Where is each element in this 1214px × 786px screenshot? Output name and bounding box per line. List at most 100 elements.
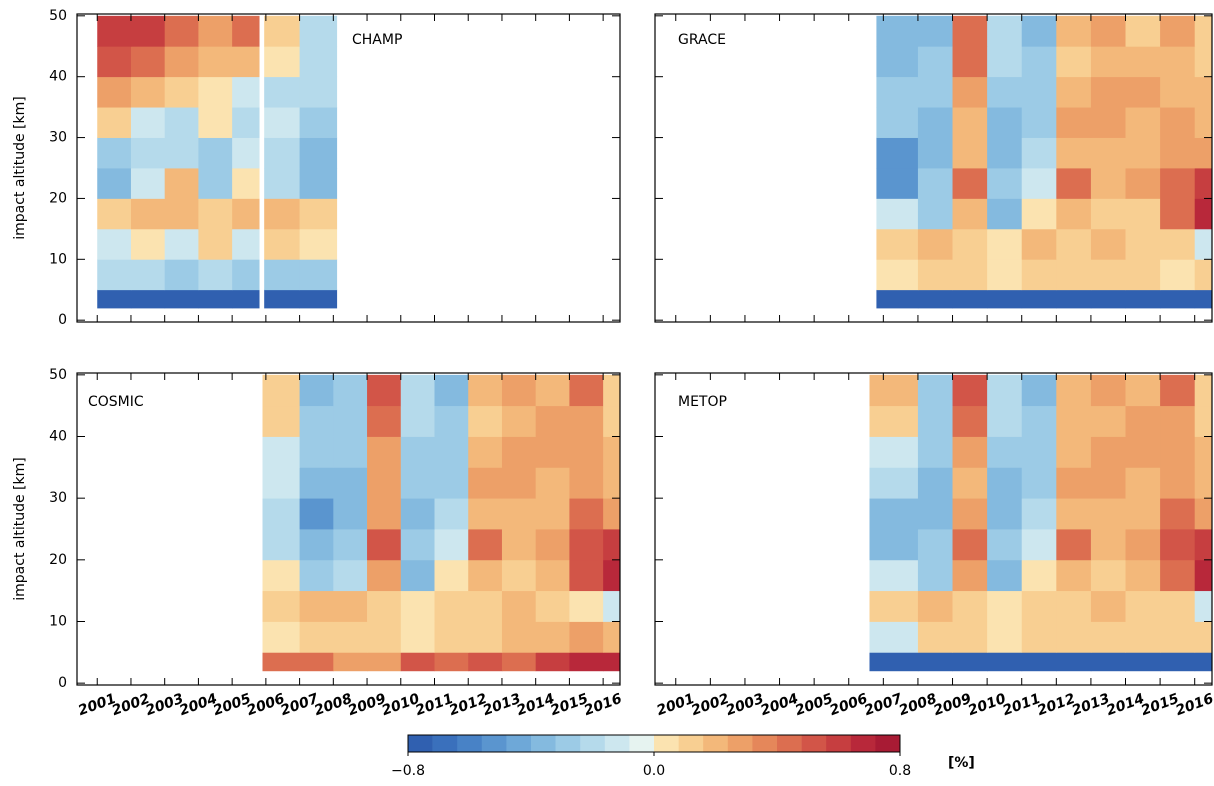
heat-cell [262,652,300,672]
heat-cell [130,198,166,230]
x-tick-label: 2016 [1174,691,1214,719]
heat-cell [952,467,988,499]
heat-cell [1160,259,1196,291]
heat-cell [1056,405,1092,437]
heat-cell [876,198,919,230]
heat-cell [1021,107,1057,138]
heat-cell [1021,168,1057,199]
heat-cell [1194,559,1213,592]
heat-cell [917,652,953,672]
heat-cell [262,374,300,407]
heat-cell [232,228,260,260]
heat-cell [535,498,570,530]
heat-cell [264,259,300,291]
heat-cell [569,621,604,653]
colorbar-swatch [555,735,581,752]
colorbar-swatch [506,735,532,752]
heat-cell [869,590,919,622]
heat-cell [130,259,166,291]
heat-cell [97,137,132,169]
heat-cell [333,621,368,653]
heat-cell [299,590,334,622]
heat-cell [333,436,368,468]
heat-cell [198,228,233,260]
heat-cell [952,529,988,561]
heat-cell [262,559,300,592]
heat-cell [333,405,368,437]
heat-cell [1021,46,1057,78]
heat-cell [952,198,988,230]
heat-cell [869,374,919,407]
heat-cell [869,405,919,437]
heat-cell [299,259,338,291]
heat-cell [262,405,300,437]
heat-cell [262,498,300,530]
heat-cell [299,405,334,437]
heat-cell [299,652,334,672]
heat-cell [1056,289,1092,309]
heat-cell [1090,405,1126,437]
heat-cell [987,289,1023,309]
heat-cell [232,289,260,309]
heat-cell [333,559,368,592]
heat-cell [1090,46,1126,78]
x-tick-label: 2016 [582,691,624,719]
heat-cell [876,259,919,291]
heat-cell [198,76,233,108]
heat-cell [987,498,1023,530]
colorbar-tick-label: 0.8 [889,763,911,779]
heat-cell [917,559,953,592]
heat-cell [501,621,537,653]
heat-cell [198,107,233,138]
heat-cell [952,76,988,108]
heat-cell [164,76,199,108]
heat-cell [1160,289,1196,309]
heat-cell [1090,652,1126,672]
heat-cell [1125,46,1161,78]
heat-cell [603,374,621,407]
heat-cell [1021,259,1057,291]
heat-cell [299,467,334,499]
heat-cell [917,621,953,653]
colorbar-swatch [875,735,901,752]
heat-cell [367,621,402,653]
heat-cell [603,405,621,437]
colorbar-swatch [850,735,876,752]
heat-cell [1194,198,1213,230]
heat-cell [1021,590,1057,622]
heat-cell [603,498,621,530]
heat-cell [262,467,300,499]
heat-cell [1160,374,1196,407]
heat-cell [603,436,621,468]
heat-cell [569,590,604,622]
heat-cell [97,76,132,108]
heat-cell [535,405,570,437]
heat-cell [1125,259,1161,291]
colorbar-swatch [629,735,655,752]
heat-cell [198,15,233,47]
heat-cell [952,405,988,437]
heat-cell [164,46,199,78]
colorbar-swatch [678,735,704,752]
heat-cell [164,289,199,309]
heat-cell [468,621,503,653]
heat-cell [1090,374,1126,407]
heat-cell [535,374,570,407]
heat-cell [1056,436,1092,468]
heat-cell [1125,289,1161,309]
heat-cell [1194,436,1213,468]
heat-cell [1194,289,1213,309]
heat-cell [1056,467,1092,499]
heat-cell [333,467,368,499]
heat-cell [603,559,621,592]
heat-cell [1090,168,1126,199]
heat-cell [434,590,469,622]
heat-cell [952,168,988,199]
heat-cell [1125,137,1161,169]
heat-cell [1090,76,1126,108]
heat-cell [1056,529,1092,561]
colorbar-tick-label: 0.0 [643,763,665,779]
heat-cell [603,652,621,672]
y-tick-label: 20 [49,190,67,206]
